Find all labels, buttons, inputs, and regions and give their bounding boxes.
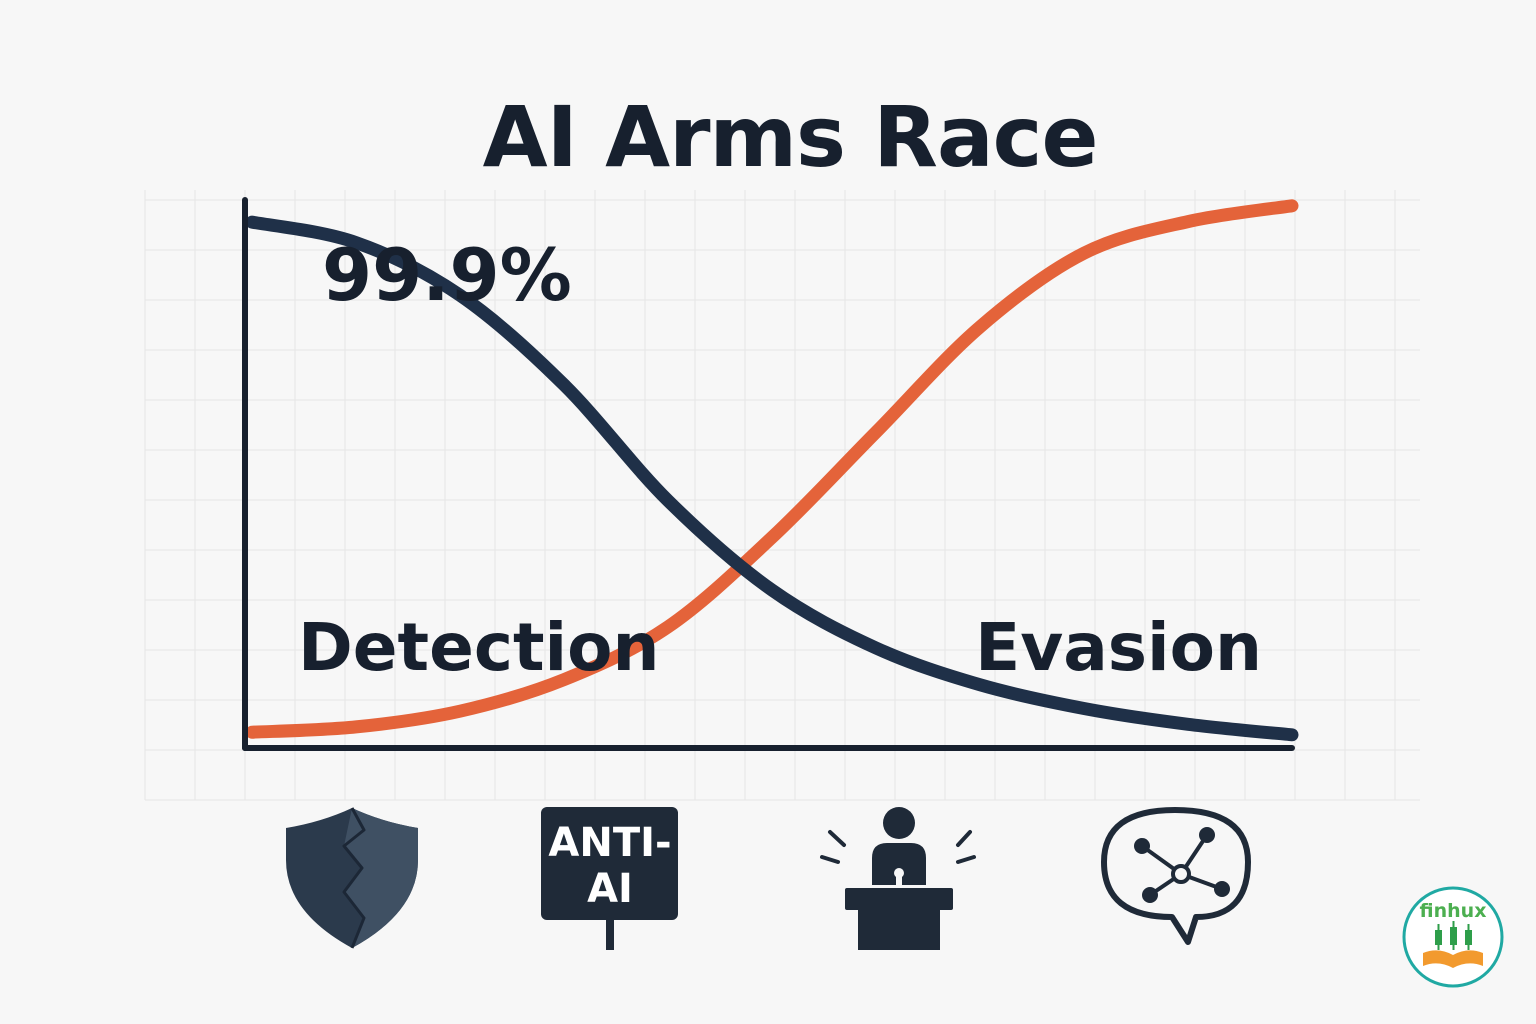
sign-text-line2: AI (587, 866, 633, 912)
brand-logo: finhux (1402, 886, 1504, 988)
peak-annotation: 99.9% (322, 233, 572, 317)
series-line-evasion (245, 199, 1299, 739)
logo-text: finhux (1420, 900, 1487, 922)
speaker-podium-icon (820, 807, 976, 950)
anti-ai-sign-icon: ANTI- AI (541, 807, 678, 950)
network-chat-icon (1101, 807, 1251, 945)
series-lines (245, 199, 1299, 742)
shield-icon (286, 807, 418, 949)
series-line-detection (245, 215, 1299, 742)
series-label-evasion: Evasion (975, 609, 1262, 686)
sign-text-line1: ANTI- (548, 820, 671, 866)
chart-title: AI Arms Race (483, 88, 1098, 186)
series-label-detection: Detection (298, 609, 660, 686)
